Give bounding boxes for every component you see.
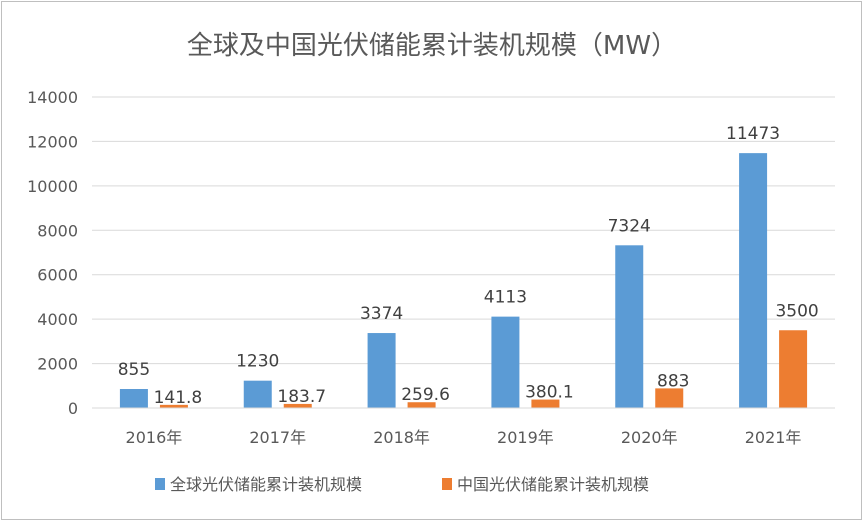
- bar-china: [779, 330, 808, 408]
- legend-swatch: [442, 478, 452, 490]
- bar-global: [739, 153, 768, 408]
- y-tick-label: 12000: [27, 132, 78, 151]
- x-tick-label: 2017年: [249, 428, 306, 447]
- data-label: 3374: [360, 304, 403, 324]
- y-tick-label: 2000: [37, 355, 78, 374]
- data-label: 141.8: [154, 388, 203, 408]
- y-tick-label: 8000: [37, 221, 78, 240]
- data-label: 11473: [726, 124, 780, 144]
- legend-swatch: [155, 478, 165, 490]
- chart-title: 全球及中国光伏储能累计装机规模（MW）: [187, 31, 677, 61]
- bar-global: [243, 380, 272, 408]
- y-tick-label: 4000: [37, 310, 78, 329]
- data-label: 4113: [484, 288, 527, 308]
- x-tick-label: 2018年: [373, 428, 430, 447]
- gridlines: [92, 96, 835, 409]
- data-label: 380.1: [525, 383, 574, 403]
- bar-global: [367, 333, 396, 408]
- bar-china: [283, 403, 312, 408]
- y-tick-label: 10000: [27, 177, 78, 196]
- data-label: 3500: [775, 301, 818, 321]
- bar-china: [655, 388, 684, 408]
- legend: 全球光伏储能累计装机规模 中国光伏储能累计装机规模: [155, 475, 649, 494]
- y-tick-label: 0: [68, 399, 78, 418]
- x-tick-label: 2016年: [126, 428, 183, 447]
- data-label: 7324: [608, 216, 651, 236]
- bars: [119, 153, 808, 408]
- data-label: 883: [657, 371, 689, 391]
- y-tick-label: 6000: [37, 266, 78, 285]
- x-tick-label: 2020年: [621, 428, 678, 447]
- y-axis: 0 2000 4000 6000 8000 10000 12000 14000: [27, 88, 78, 418]
- bar-china: [531, 399, 560, 408]
- legend-label: 全球光伏储能累计装机规模: [170, 475, 362, 494]
- y-tick-label: 14000: [27, 88, 78, 107]
- data-label: 259.6: [401, 385, 450, 405]
- legend-label: 中国光伏储能累计装机规模: [457, 475, 649, 494]
- bar-china: [407, 402, 436, 408]
- bar-global: [491, 316, 520, 408]
- x-axis: 2016年 2017年 2018年 2019年 2020年 2021年: [92, 407, 835, 447]
- bar-china: [159, 404, 188, 408]
- data-label: 1230: [236, 352, 279, 372]
- data-label: 183.7: [277, 387, 326, 407]
- bar-global: [119, 389, 148, 408]
- bar-global: [615, 245, 644, 408]
- data-label: 855: [118, 360, 150, 380]
- x-tick-label: 2019年: [497, 428, 554, 447]
- x-tick-label: 2021年: [745, 428, 802, 447]
